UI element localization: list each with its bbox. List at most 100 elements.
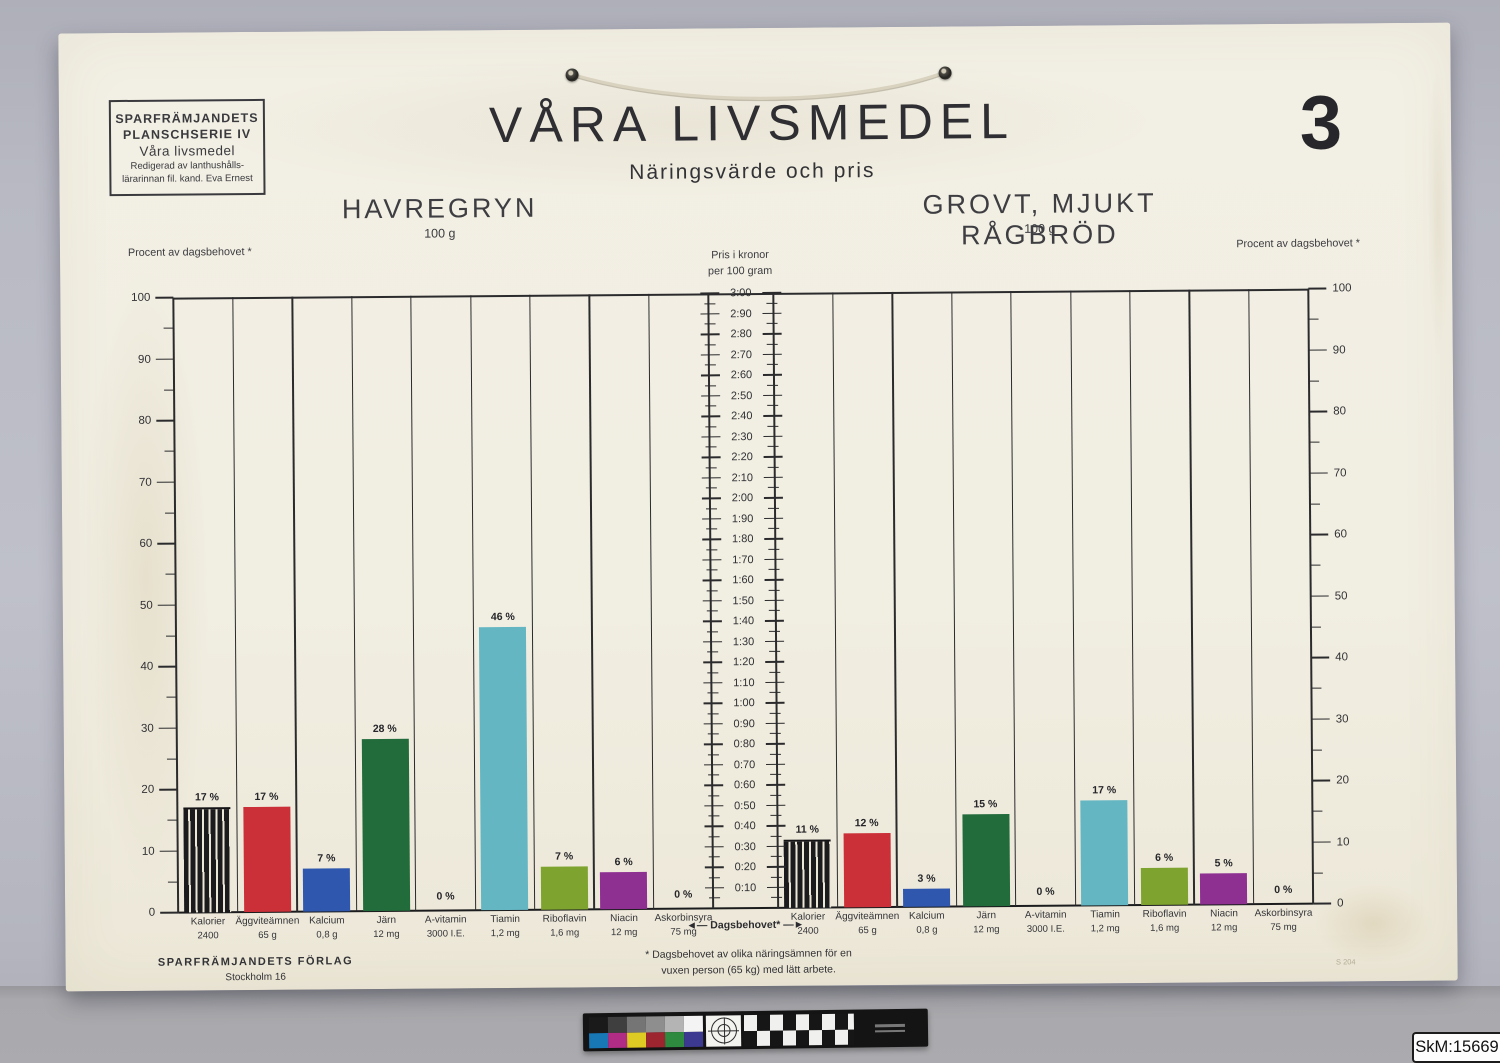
- price-minor-tick: [707, 671, 719, 674]
- bar-tiamin: [1080, 800, 1129, 906]
- bar-value-label: 0 %: [674, 888, 693, 901]
- bar-niacin: [600, 871, 648, 910]
- publisher-name: SPARFRÄMJANDETS FÖRLAG: [157, 955, 354, 969]
- price-tick-label: 2:30: [731, 430, 753, 443]
- bar-järn: [361, 738, 410, 912]
- y-tick: [1310, 595, 1329, 597]
- price-tick-label: 2:40: [731, 410, 753, 423]
- price-minor-tick: [706, 630, 718, 633]
- bar-kalorier: [783, 839, 832, 908]
- calibration-swatch: [589, 1032, 609, 1048]
- price-minor-tick: [705, 425, 717, 428]
- grid-line: [1010, 291, 1017, 906]
- bar-kalcium: [302, 868, 351, 912]
- price-minor-tick: [706, 610, 718, 612]
- price-minor-tick: [705, 384, 717, 387]
- y-tick: [156, 481, 175, 483]
- price-minor-tick: [704, 323, 716, 325]
- price-tick-label: 0:20: [734, 861, 757, 874]
- price-minor-tick: [707, 712, 719, 715]
- price-minor-tick: [705, 487, 717, 489]
- y-tick-label: 40: [140, 660, 154, 673]
- price-tick-label: 2:20: [731, 451, 753, 464]
- calibration-swatch: [683, 1015, 704, 1032]
- calibration-swatch: [608, 1032, 628, 1048]
- y-tick: [165, 635, 176, 637]
- wall-chart-poster: SPARFRÄMJANDETS PLANSCHSERIE IV Våra liv…: [58, 22, 1458, 992]
- y-tick-label: 30: [140, 722, 154, 735]
- color-calibration-ruler: [582, 1008, 929, 1052]
- price-minor-tick: [768, 548, 780, 550]
- y-tick: [166, 696, 177, 699]
- grid-line: [232, 297, 239, 913]
- y-tick-label: 80: [138, 414, 152, 427]
- bar-riboflavin: [540, 866, 589, 910]
- y-tick-label: 70: [1333, 466, 1347, 479]
- y-tick: [1312, 779, 1331, 782]
- price-tick-label: 2:50: [730, 389, 753, 402]
- y-tick: [1313, 902, 1332, 905]
- calibration-swatch: [627, 1032, 647, 1048]
- museum-id-tag: SkM:15669: [1412, 1032, 1500, 1063]
- price-minor-tick: [706, 528, 718, 530]
- bar-value-label: 12 %: [854, 817, 879, 830]
- publisher-city: Stockholm 16: [225, 971, 287, 984]
- y-tick: [158, 727, 177, 729]
- price-tick-label: 2:70: [730, 348, 753, 361]
- price-minor-tick: [708, 774, 720, 776]
- y-tick: [1310, 564, 1321, 567]
- y-tick: [1309, 410, 1328, 413]
- price-minor-tick: [766, 322, 778, 325]
- price-tick-label: 0:90: [733, 717, 755, 730]
- price-minor-tick: [769, 691, 781, 694]
- y-tick: [165, 512, 176, 514]
- y-tick: [155, 358, 174, 360]
- y-tick-label: 50: [1334, 589, 1348, 602]
- price-tick-label: 2:90: [730, 307, 752, 320]
- price-tick-label: 0:60: [733, 779, 756, 792]
- price-minor-tick: [707, 733, 719, 735]
- y-tick: [157, 604, 176, 606]
- price-minor-tick: [767, 384, 779, 386]
- price-tick-label: 1:60: [732, 574, 754, 587]
- grid-line: [529, 294, 536, 910]
- price-tick-label: 2:60: [730, 369, 753, 382]
- price-minor-tick: [766, 302, 778, 304]
- price-minor-tick: [770, 876, 782, 878]
- grid-line: [891, 291, 898, 907]
- bar-kalorier: [183, 807, 232, 913]
- grid-line: [1188, 289, 1195, 905]
- price-minor-tick: [705, 466, 717, 469]
- price-tick-label: 1:00: [733, 697, 755, 710]
- y-tick: [157, 542, 176, 545]
- price-minor-tick: [708, 815, 720, 817]
- y-tick-label: 30: [1335, 712, 1349, 725]
- y-tick: [163, 327, 174, 330]
- price-minor-tick: [769, 712, 781, 714]
- y-tick-label: 40: [1335, 651, 1349, 664]
- y-tick: [164, 389, 175, 391]
- price-minor-tick: [767, 425, 779, 427]
- y-tick: [159, 850, 178, 852]
- price-minor-tick: [767, 466, 779, 468]
- price-minor-tick: [771, 896, 783, 899]
- y-tick-label: 100: [1332, 282, 1352, 295]
- calibration-swatch: [684, 1031, 704, 1047]
- price-minor-tick: [766, 343, 778, 345]
- grid-line: [648, 293, 655, 909]
- y-tick: [156, 419, 175, 422]
- bar-tiamin: [479, 626, 529, 911]
- y-tick-label: 10: [141, 845, 155, 858]
- category-amount-label: 75 mg: [1270, 921, 1297, 933]
- y-tick-label: 60: [1334, 528, 1348, 541]
- bar-äggviteämnen: [243, 807, 291, 913]
- price-tick-label: 0:30: [734, 840, 756, 853]
- y-tick-label: 50: [139, 599, 153, 612]
- price-minor-tick: [706, 569, 718, 571]
- bar-value-label: 17 %: [1092, 784, 1117, 797]
- y-tick: [1309, 441, 1320, 444]
- bar-äggviteämnen: [843, 833, 891, 908]
- bar-value-label: 0 %: [1036, 885, 1055, 898]
- price-tick-label: 2:00: [731, 492, 754, 505]
